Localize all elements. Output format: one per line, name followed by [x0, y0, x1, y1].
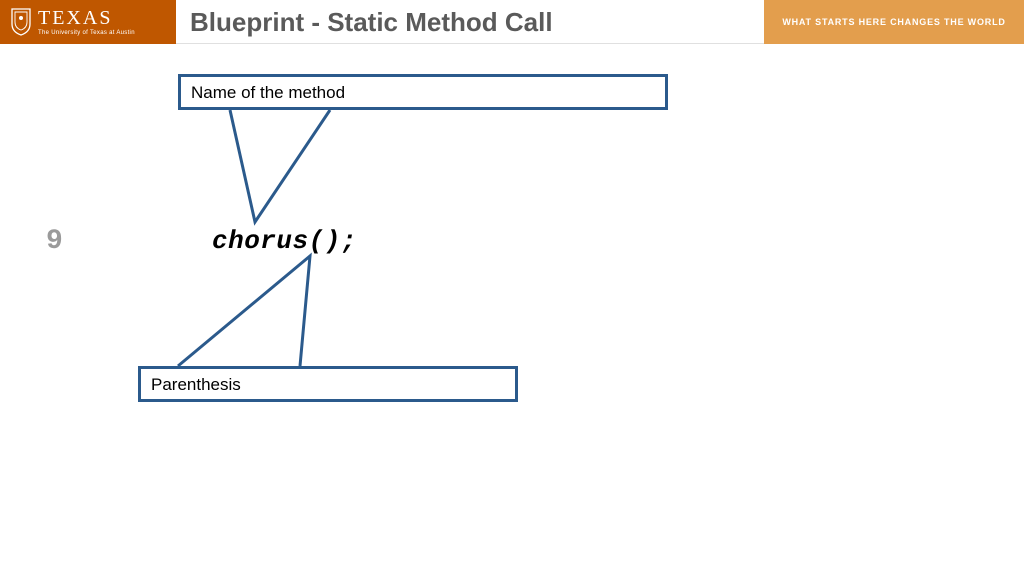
callout-parenthesis-label: Parenthesis [151, 375, 241, 394]
wordmark-subline: The University of Texas at Austin [38, 30, 135, 36]
callout-pointers [0, 44, 1024, 576]
slide-title: Blueprint - Static Method Call [190, 0, 553, 44]
ut-seal-icon [10, 8, 32, 36]
wordmark-main: TEXAS [38, 8, 135, 28]
ut-logo-block: TEXAS The University of Texas at Austin [0, 0, 176, 44]
slide-body: Name of the method 9 chorus(); Parenthes… [0, 44, 1024, 576]
callout-parenthesis: Parenthesis [138, 366, 518, 402]
ut-wordmark: TEXAS The University of Texas at Austin [38, 8, 135, 36]
slide-header: TEXAS The University of Texas at Austin … [0, 0, 1024, 44]
callout-method-name: Name of the method [178, 74, 668, 110]
code-line-number: 9 [46, 226, 63, 257]
callout-method-name-label: Name of the method [191, 83, 345, 102]
ut-tagline: WHAT STARTS HERE CHANGES THE WORLD [764, 0, 1024, 44]
code-text: chorus(); [212, 226, 357, 256]
